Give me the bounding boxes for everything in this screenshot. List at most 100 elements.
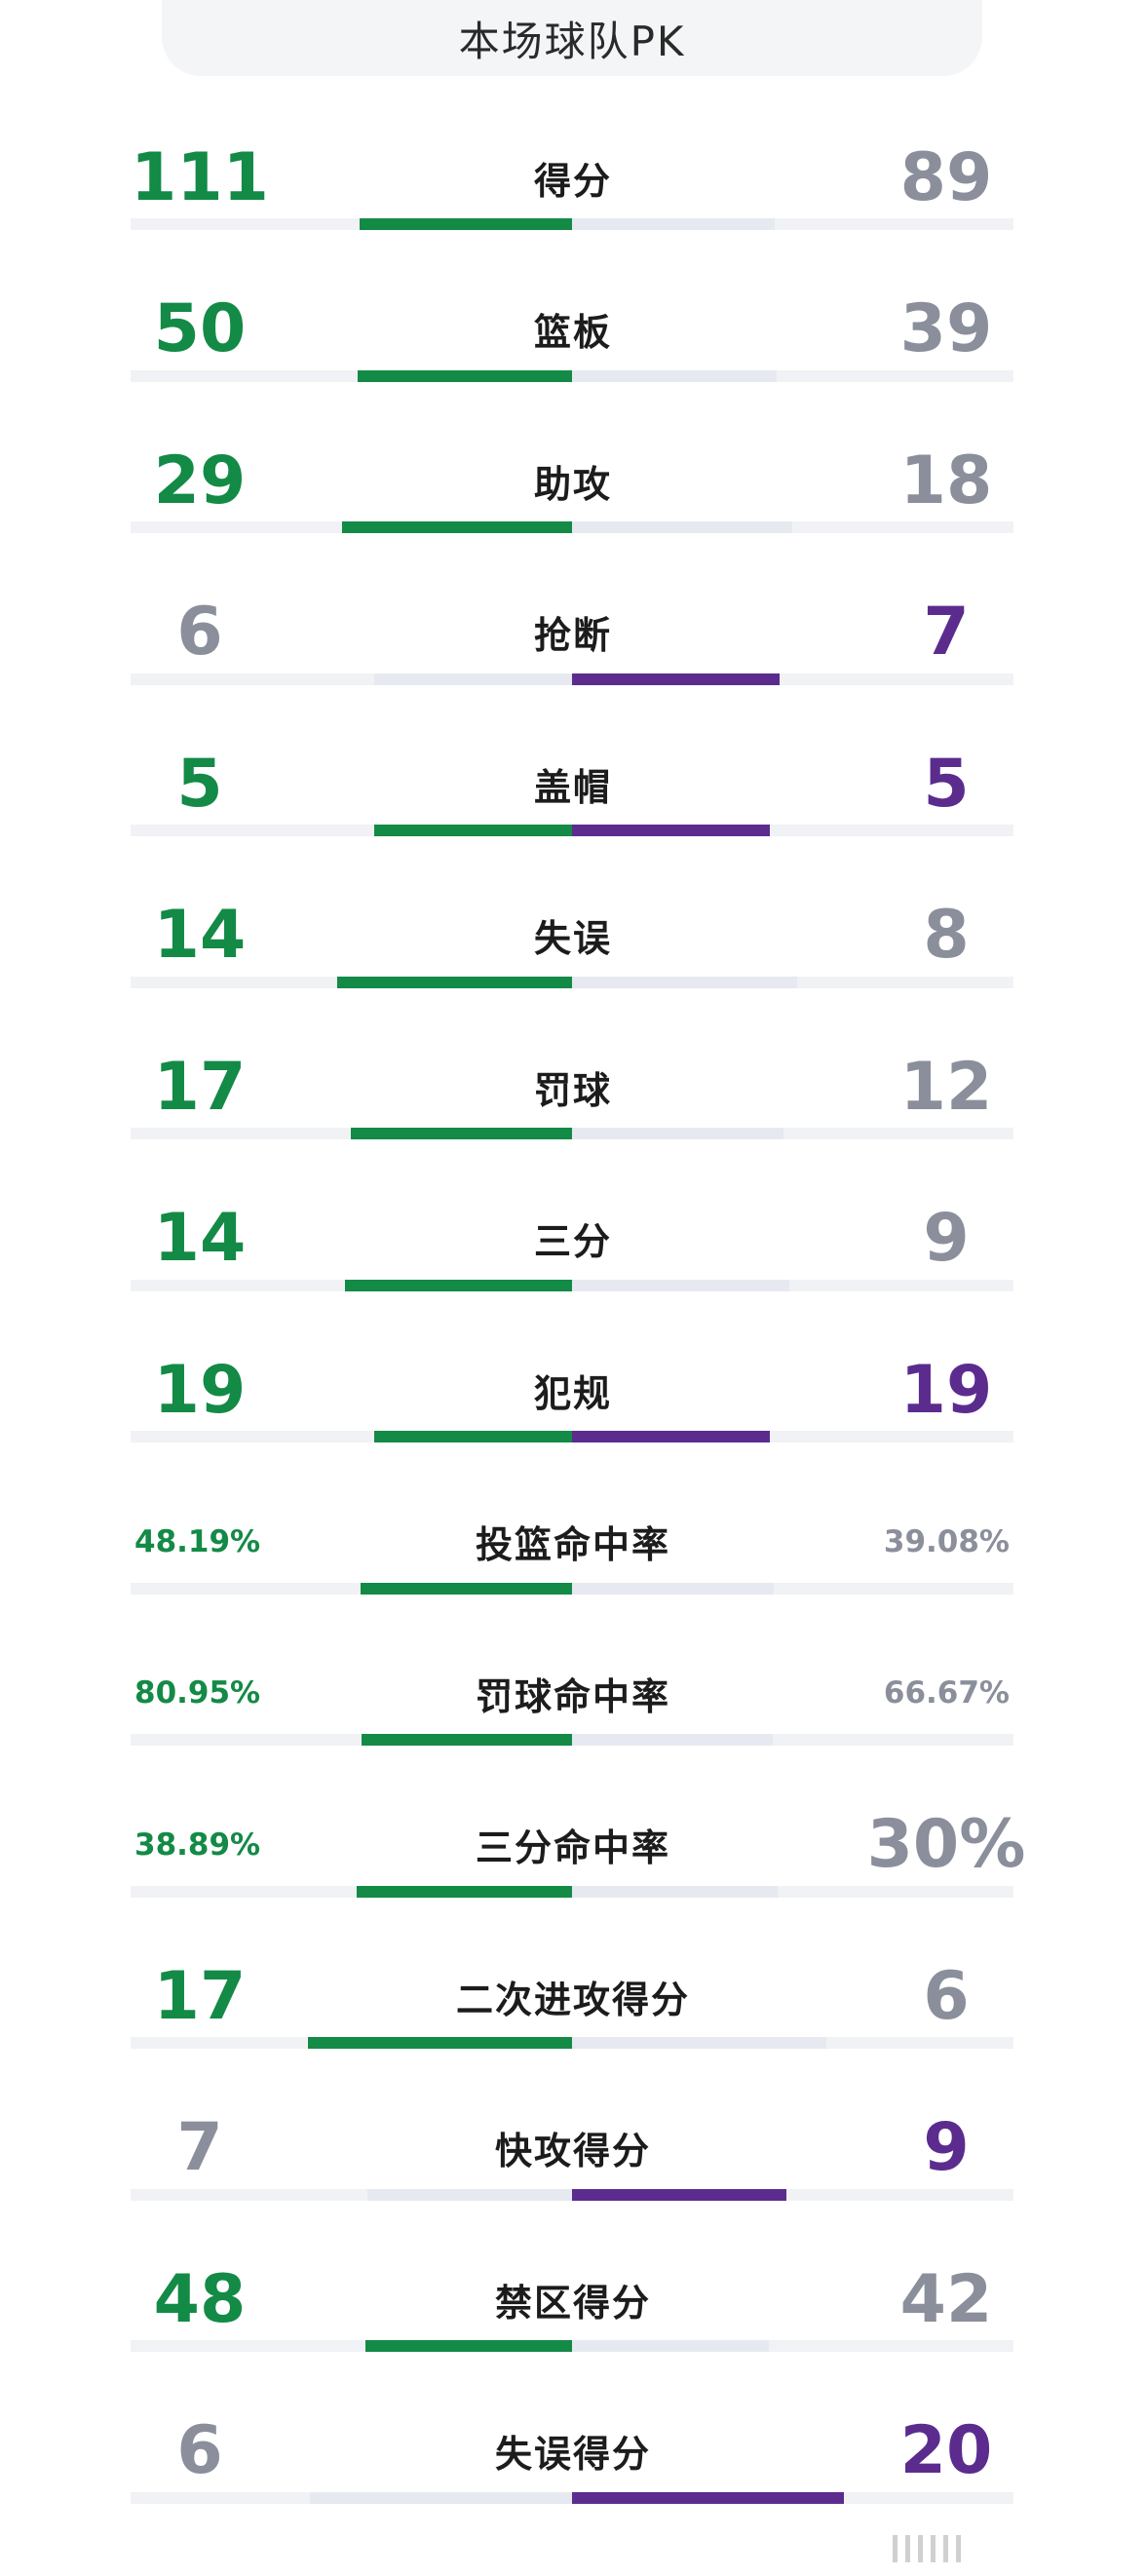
comparison-bar bbox=[131, 976, 1013, 988]
comparison-bar bbox=[131, 1279, 1013, 1291]
comparison-bar bbox=[131, 1885, 1013, 1898]
stat-row: 14 三分 9 bbox=[0, 1159, 1146, 1311]
home-value: 14 bbox=[153, 897, 247, 974]
away-value: 39.08% bbox=[883, 1523, 1010, 1559]
home-value: 48 bbox=[153, 2260, 247, 2338]
comparison-bar bbox=[131, 2188, 1013, 2201]
stat-label: 三分命中率 bbox=[475, 1826, 670, 1869]
stat-row: 29 助攻 18 bbox=[0, 401, 1146, 553]
home-bar-fill bbox=[365, 2340, 572, 2352]
stat-row: 6 抢断 7 bbox=[0, 553, 1146, 705]
stat-row: 50 篮板 39 bbox=[0, 250, 1146, 402]
away-value: 42 bbox=[899, 2260, 993, 2338]
stat-label: 助攻 bbox=[533, 462, 612, 506]
comparison-bar bbox=[131, 673, 1013, 685]
home-value: 80.95% bbox=[134, 1675, 261, 1711]
home-value: 19 bbox=[153, 1351, 247, 1429]
stat-label: 罚球命中率 bbox=[475, 1674, 670, 1718]
comparison-bar bbox=[131, 369, 1013, 382]
away-value: 20 bbox=[899, 2412, 993, 2489]
home-value: 6 bbox=[176, 2412, 223, 2489]
away-bar-fill bbox=[572, 673, 780, 685]
comparison-bar bbox=[131, 825, 1013, 836]
section-title-pill: 本场球队PK bbox=[162, 0, 982, 76]
away-value: 6 bbox=[923, 1957, 970, 2035]
comparison-bar bbox=[131, 2037, 1013, 2049]
comparison-bar bbox=[131, 218, 1013, 230]
away-value: 9 bbox=[923, 2109, 970, 2186]
stat-label: 盖帽 bbox=[533, 765, 612, 809]
stat-row: 6 失误得分 20 bbox=[0, 2371, 1146, 2523]
away-value: 89 bbox=[899, 138, 993, 216]
stat-label: 快攻得分 bbox=[494, 2130, 651, 2172]
stat-label: 抢断 bbox=[533, 614, 612, 657]
away-bar-fill bbox=[572, 2188, 786, 2201]
section-title: 本场球队PK bbox=[458, 17, 686, 65]
comparison-bar bbox=[131, 1128, 1013, 1139]
stat-row: 17 二次进攻得分 6 bbox=[0, 1916, 1146, 2068]
stat-row: 7 快攻得分 9 bbox=[0, 2068, 1146, 2220]
away-value: 12 bbox=[899, 1048, 993, 1126]
home-bar-fill bbox=[374, 825, 572, 836]
stat-label: 失误得分 bbox=[494, 2433, 651, 2476]
comparison-bar bbox=[131, 1431, 1013, 1442]
comparison-bar bbox=[131, 521, 1013, 533]
away-bar-fill bbox=[572, 1431, 770, 1442]
comparison-bar bbox=[131, 1734, 1013, 1746]
stat-label: 三分 bbox=[533, 1220, 612, 1263]
stat-label: 犯规 bbox=[533, 1371, 612, 1415]
stat-row: 38.89% 三分命中率 30% bbox=[0, 1765, 1146, 1917]
away-value: 5 bbox=[923, 745, 970, 823]
away-value: 66.67% bbox=[883, 1675, 1010, 1711]
away-value: 39 bbox=[899, 290, 993, 367]
home-bar-fill bbox=[361, 1582, 572, 1595]
stat-row: 80.95% 罚球命中率 66.67% bbox=[0, 1613, 1146, 1765]
stat-label: 得分 bbox=[533, 159, 612, 203]
home-value: 7 bbox=[176, 2109, 223, 2186]
home-value: 38.89% bbox=[134, 1826, 261, 1863]
home-value: 50 bbox=[153, 290, 247, 367]
stat-label: 罚球 bbox=[533, 1068, 612, 1112]
stat-row: 17 罚球 12 bbox=[0, 1007, 1146, 1159]
stat-label: 二次进攻得分 bbox=[455, 1978, 690, 2021]
home-value: 6 bbox=[176, 594, 223, 671]
comparison-bar bbox=[131, 2340, 1013, 2352]
stat-row: 14 失误 8 bbox=[0, 856, 1146, 1008]
stat-label: 投篮命中率 bbox=[475, 1523, 670, 1566]
home-bar-fill bbox=[342, 521, 572, 533]
stat-row: 111 得分 89 bbox=[0, 97, 1146, 250]
home-value: 5 bbox=[176, 745, 223, 823]
stat-row: 48 禁区得分 42 bbox=[0, 2219, 1146, 2371]
home-value: 14 bbox=[153, 1200, 247, 1277]
home-value: 48.19% bbox=[134, 1523, 261, 1559]
home-bar-fill bbox=[345, 1279, 572, 1291]
comparison-bar bbox=[131, 1582, 1013, 1595]
home-bar-fill bbox=[358, 369, 572, 382]
away-value: 8 bbox=[923, 897, 970, 974]
home-value: 111 bbox=[131, 138, 269, 216]
away-bar-fill bbox=[572, 2491, 844, 2504]
home-bar-fill bbox=[374, 1431, 572, 1442]
home-bar-fill bbox=[360, 218, 572, 230]
home-bar-fill bbox=[337, 976, 572, 988]
comparison-bar bbox=[131, 2491, 1013, 2504]
home-value: 17 bbox=[153, 1957, 247, 2035]
team-pk-stat-list: 111 得分 89 50 篮板 39 29 助攻 18 6 抢断 7 5 盖帽 5 14 失误 8 17 罚球 12 14… bbox=[0, 97, 1146, 2522]
stat-label: 篮板 bbox=[533, 311, 612, 354]
watermark bbox=[893, 2529, 1117, 2568]
home-bar-fill bbox=[308, 2037, 572, 2049]
stat-row: 19 犯规 19 bbox=[0, 1310, 1146, 1462]
away-bar-fill bbox=[572, 825, 770, 836]
away-value: 19 bbox=[899, 1351, 993, 1429]
home-bar-fill bbox=[362, 1734, 572, 1746]
home-value: 29 bbox=[153, 442, 247, 519]
stat-label: 禁区得分 bbox=[494, 2281, 651, 2325]
away-value: 9 bbox=[923, 1200, 970, 1277]
home-value: 17 bbox=[153, 1048, 247, 1126]
stat-row: 48.19% 投篮命中率 39.08% bbox=[0, 1462, 1146, 1614]
stat-row: 5 盖帽 5 bbox=[0, 704, 1146, 856]
home-bar-fill bbox=[357, 1885, 572, 1898]
away-value: 18 bbox=[899, 442, 993, 519]
stat-label: 失误 bbox=[533, 917, 612, 960]
home-bar-fill bbox=[351, 1128, 572, 1139]
